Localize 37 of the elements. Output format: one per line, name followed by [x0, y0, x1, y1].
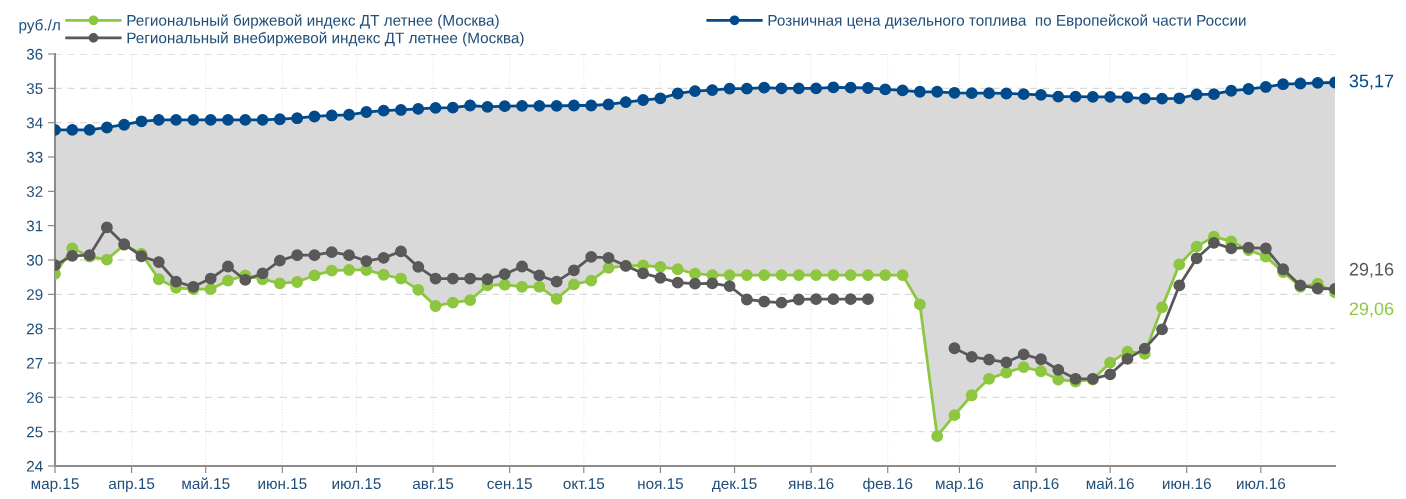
- y-tick-label: 28: [26, 323, 43, 335]
- y-tick-label: 29: [26, 289, 43, 301]
- y-tick-label: 27: [26, 357, 43, 369]
- y-tick-label: 26: [26, 392, 43, 404]
- y-tick-label: 36: [26, 48, 43, 60]
- y-tick-label: 24: [26, 460, 43, 472]
- x-tick-label: дек.15: [712, 478, 757, 492]
- x-tick-label: сен.15: [487, 478, 532, 490]
- y-tick-label: 34: [26, 117, 43, 129]
- y-tick-label: 35: [26, 83, 43, 95]
- annotation: 29,16: [1349, 262, 1394, 278]
- x-tick-label: июн.15: [258, 478, 307, 490]
- x-tick-label: мар.15: [31, 478, 79, 493]
- y-tick-label: 33: [26, 151, 43, 163]
- x-tick-label: июл.16: [1237, 478, 1286, 490]
- y-tick-label: 30: [26, 254, 43, 266]
- x-tick-label: окт.15: [563, 478, 605, 490]
- x-tick-label: июн.16: [1162, 478, 1211, 490]
- legend-label: Розничная цена дизельного топлива по Европейской части России: [768, 14, 1246, 29]
- x-tick-label: мар.16: [936, 478, 984, 493]
- x-tick-label: май.15: [182, 477, 230, 490]
- y-tick-label: 31: [26, 220, 43, 232]
- x-tick-label: фев.16: [863, 477, 913, 493]
- y-tick-label: 25: [26, 426, 43, 438]
- x-tick-label: апр.16: [1013, 478, 1059, 493]
- x-tick-label: май.16: [1086, 477, 1134, 490]
- y-axis-title: руб./л: [19, 19, 60, 34]
- x-tick-label: апр.15: [109, 478, 155, 493]
- x-tick-label: янв.16: [788, 478, 834, 490]
- x-tick-label: авг.15: [412, 478, 454, 490]
- annotation: 29,06: [1349, 302, 1394, 318]
- y-tick-label: 32: [26, 186, 43, 198]
- legend-label: Региональный внебиржевой индекс ДТ летнее (Москва): [127, 31, 524, 47]
- x-tick-label: ноя.15: [638, 478, 683, 490]
- annotation: 35,17: [1349, 74, 1394, 90]
- legend-label: Региональный биржевой индекс ДТ летнее (Москва): [127, 14, 499, 29]
- x-tick-label: июл.15: [332, 478, 381, 490]
